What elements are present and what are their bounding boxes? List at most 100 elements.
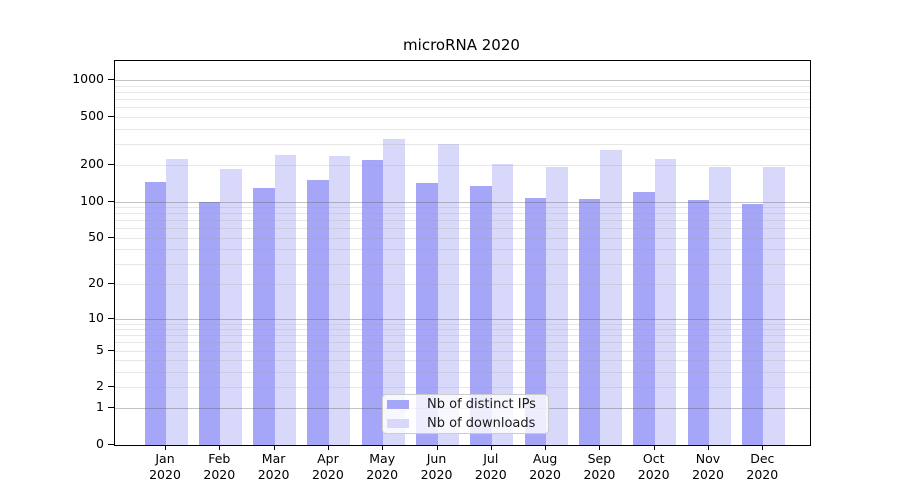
bar-distinct-ips-jun: [416, 183, 438, 445]
gridline-minor: [115, 228, 810, 230]
y-tick-label: 100: [80, 192, 104, 208]
y-tick-label: 5: [96, 341, 104, 357]
bar-downloads-jun: [437, 143, 459, 445]
gridline-minor: [115, 350, 810, 352]
bar-downloads-aug: [546, 166, 568, 445]
y-tick-mark-icon: [108, 407, 114, 409]
gridline-minor: [115, 220, 810, 222]
x-tick-label-jul: Jul 2020: [474, 451, 507, 482]
gridline-minor: [115, 86, 810, 87]
gridline-minor: [115, 99, 810, 101]
gridline-minor: [115, 329, 810, 331]
y-tick-label: 0: [96, 436, 104, 451]
x-tick-mark-icon: [653, 445, 655, 450]
gridline-minor: [115, 92, 810, 94]
x-tick-mark-icon: [490, 445, 492, 450]
y-tick-mark-icon: [108, 349, 114, 351]
x-tick-mark-icon: [545, 445, 547, 450]
bar-distinct-ips-apr: [307, 180, 329, 445]
gridline-minor: [115, 387, 810, 388]
bar-distinct-ips-may: [361, 160, 384, 445]
x-tick-label-dec: Dec 2020: [746, 451, 779, 482]
chart-title: microRNA 2020: [403, 36, 520, 54]
legend-label-distinct-ips: Nb of distinct IPs: [427, 397, 536, 412]
bar-downloads-sep: [600, 150, 622, 445]
gridline-minor: [115, 107, 810, 109]
x-tick-mark-icon: [165, 445, 166, 450]
x-tick-label-may: May 2020: [366, 451, 399, 482]
bar-downloads-dec: [763, 166, 785, 445]
x-tick-label-feb: Feb 2020: [203, 451, 236, 482]
gridline-minor: [115, 249, 810, 250]
gridline-minor: [115, 207, 810, 208]
gridline-minor: [115, 128, 810, 130]
bar-downloads-jan: [166, 159, 188, 445]
x-tick-mark-icon: [219, 445, 221, 450]
bar-distinct-ips-jul: [470, 185, 492, 445]
gridline-major: [115, 80, 810, 82]
plot-area: Nb of distinct IPs Nb of downloads: [114, 60, 811, 446]
legend-swatch-distinct-ips-icon: [387, 400, 409, 409]
legend-item-downloads: Nb of downloads: [383, 414, 548, 433]
gridline-minor: [115, 117, 810, 118]
legend-swatch-downloads-icon: [387, 419, 409, 428]
y-tick-mark-icon: [108, 283, 114, 285]
y-tick-label: 10: [88, 309, 104, 325]
bar-downloads-nov: [709, 166, 731, 445]
x-tick-label-jun: Jun 2020: [420, 451, 453, 482]
x-tick-label-aug: Aug 2020: [529, 451, 561, 482]
y-tick-mark-icon: [108, 200, 114, 202]
gridline-minor: [115, 335, 810, 337]
bar-distinct-ips-jan: [144, 182, 166, 445]
x-tick-mark-icon: [273, 445, 275, 450]
x-tick-mark-icon: [762, 445, 764, 450]
bar-distinct-ips-aug: [524, 197, 547, 445]
y-tick-mark-icon: [108, 444, 114, 445]
x-tick-mark-icon: [382, 445, 384, 450]
gridline-minor: [115, 371, 810, 373]
bar-distinct-ips-feb: [198, 201, 221, 445]
x-tick-mark-icon: [708, 445, 709, 450]
bar-downloads-may: [383, 138, 405, 445]
gridline-minor: [115, 143, 810, 145]
gridline-major: [115, 201, 810, 203]
gridline-minor: [115, 323, 810, 325]
gridline-minor: [115, 342, 810, 344]
bar-downloads-mar: [274, 154, 297, 445]
legend-item-distinct-ips: Nb of distinct IPs: [383, 395, 548, 414]
x-tick-mark-icon: [599, 445, 601, 450]
gridline-minor: [115, 213, 810, 215]
y-tick-label: 2: [96, 378, 104, 393]
bar-distinct-ips-oct: [633, 191, 655, 445]
bar-distinct-ips-sep: [578, 198, 601, 445]
x-tick-label-sep: Sep 2020: [583, 451, 616, 482]
bar-downloads-jul: [491, 163, 514, 445]
legend-label-downloads: Nb of downloads: [427, 416, 536, 431]
gridline-minor: [115, 360, 810, 362]
x-tick-mark-icon: [327, 445, 329, 450]
gridline-minor: [115, 165, 810, 167]
x-tick-label-mar: Mar 2020: [257, 451, 290, 482]
bar-distinct-ips-dec: [741, 204, 764, 445]
bar-downloads-oct: [654, 159, 677, 445]
y-tick-mark-icon: [108, 79, 114, 81]
y-tick-mark-icon: [108, 236, 114, 238]
gridline-major: [115, 318, 810, 320]
legend: Nb of distinct IPs Nb of downloads: [382, 394, 549, 434]
x-tick-label-nov: Nov 2020: [692, 451, 724, 482]
x-tick-mark-icon: [436, 445, 438, 450]
y-tick-label: 500: [80, 108, 104, 123]
y-tick-label: 50: [88, 228, 104, 244]
x-tick-label-jan: Jan 2020: [149, 451, 181, 482]
gridline-minor: [115, 237, 810, 239]
y-tick-label: 200: [80, 156, 104, 172]
y-tick-label: 1000: [72, 71, 104, 87]
y-tick-mark-icon: [108, 317, 114, 319]
x-tick-label-apr: Apr 2020: [311, 451, 344, 482]
bar-distinct-ips-mar: [253, 187, 275, 445]
y-tick-mark-icon: [108, 116, 114, 117]
gridline-minor: [115, 263, 810, 265]
bar-downloads-apr: [328, 155, 351, 445]
x-tick-label-oct: Oct 2020: [637, 451, 670, 482]
